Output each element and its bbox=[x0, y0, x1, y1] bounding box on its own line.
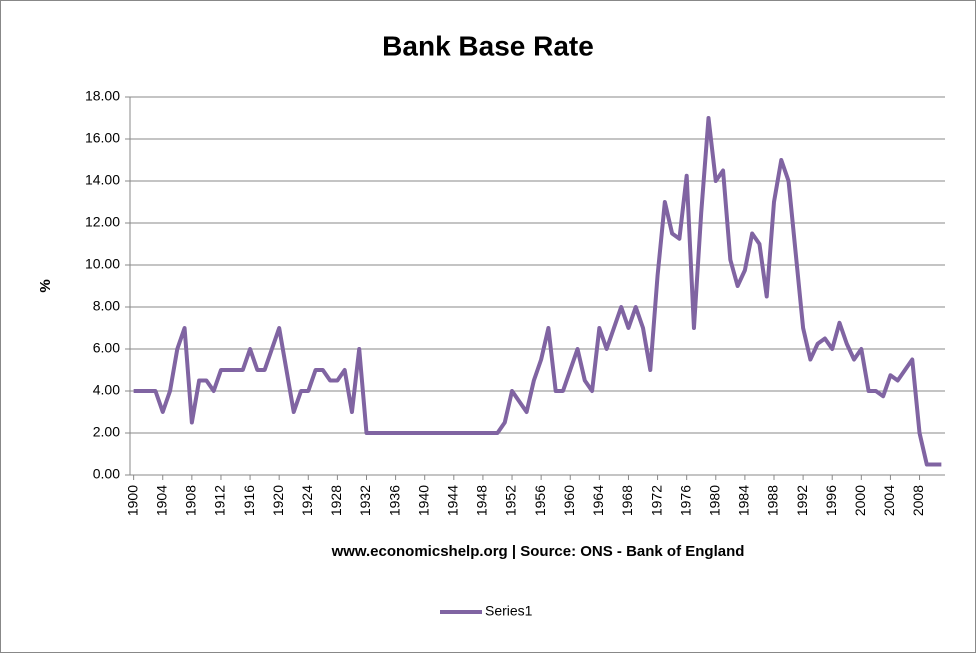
x-tick-label: 2004 bbox=[881, 485, 897, 516]
x-axis-title: www.economicshelp.org | Source: ONS - Ba… bbox=[331, 543, 745, 560]
y-tick-label: 14.00 bbox=[85, 172, 120, 188]
x-tick-label: 1916 bbox=[241, 485, 257, 516]
x-tick-label: 1904 bbox=[153, 485, 169, 516]
x-tick-label: 1920 bbox=[270, 485, 286, 516]
x-tick-label: 1912 bbox=[212, 485, 228, 516]
y-tick-label: 6.00 bbox=[93, 340, 120, 356]
x-tick-label: 1984 bbox=[736, 485, 752, 516]
chart-title: Bank Base Rate bbox=[382, 30, 594, 61]
x-tick-label: 1944 bbox=[445, 485, 461, 516]
y-tick-label: 8.00 bbox=[93, 298, 120, 314]
x-tick-label: 1924 bbox=[299, 485, 315, 516]
y-tick-label: 12.00 bbox=[85, 214, 120, 230]
y-tick-label: 0.00 bbox=[93, 466, 120, 482]
y-tick-label: 2.00 bbox=[93, 424, 120, 440]
x-tick-label: 1956 bbox=[532, 485, 548, 516]
y-axis-title: % bbox=[37, 279, 54, 292]
x-tick-label: 1952 bbox=[503, 485, 519, 516]
y-tick-label: 18.00 bbox=[85, 88, 120, 104]
x-tick-label: 1996 bbox=[823, 485, 839, 516]
x-tick-label: 1972 bbox=[648, 485, 664, 516]
x-tick-label: 1908 bbox=[183, 485, 199, 516]
x-tick-label: 1968 bbox=[619, 485, 635, 516]
x-tick-label: 2000 bbox=[852, 485, 868, 516]
x-tick-label: 1992 bbox=[794, 485, 810, 516]
x-tick-label: 1928 bbox=[328, 485, 344, 516]
y-tick-label: 16.00 bbox=[85, 130, 120, 146]
x-tick-label: 1948 bbox=[474, 485, 490, 516]
x-tick-label: 1932 bbox=[357, 485, 373, 516]
x-tick-label: 1940 bbox=[415, 485, 431, 516]
x-tick-label: 1960 bbox=[561, 485, 577, 516]
y-tick-label: 4.00 bbox=[93, 382, 120, 398]
y-tick-label: 10.00 bbox=[85, 256, 120, 272]
x-tick-label: 2008 bbox=[910, 485, 926, 516]
x-tick-label: 1936 bbox=[386, 485, 402, 516]
x-tick-label: 1900 bbox=[124, 485, 140, 516]
x-tick-label: 1980 bbox=[706, 485, 722, 516]
legend-label: Series1 bbox=[485, 603, 533, 619]
x-tick-label: 1976 bbox=[677, 485, 693, 516]
x-tick-label: 1964 bbox=[590, 485, 606, 516]
x-tick-label: 1988 bbox=[765, 485, 781, 516]
series-line bbox=[133, 116, 942, 467]
